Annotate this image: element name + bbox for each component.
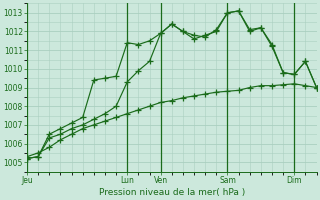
X-axis label: Pression niveau de la mer( hPa ): Pression niveau de la mer( hPa ) [99,188,245,197]
